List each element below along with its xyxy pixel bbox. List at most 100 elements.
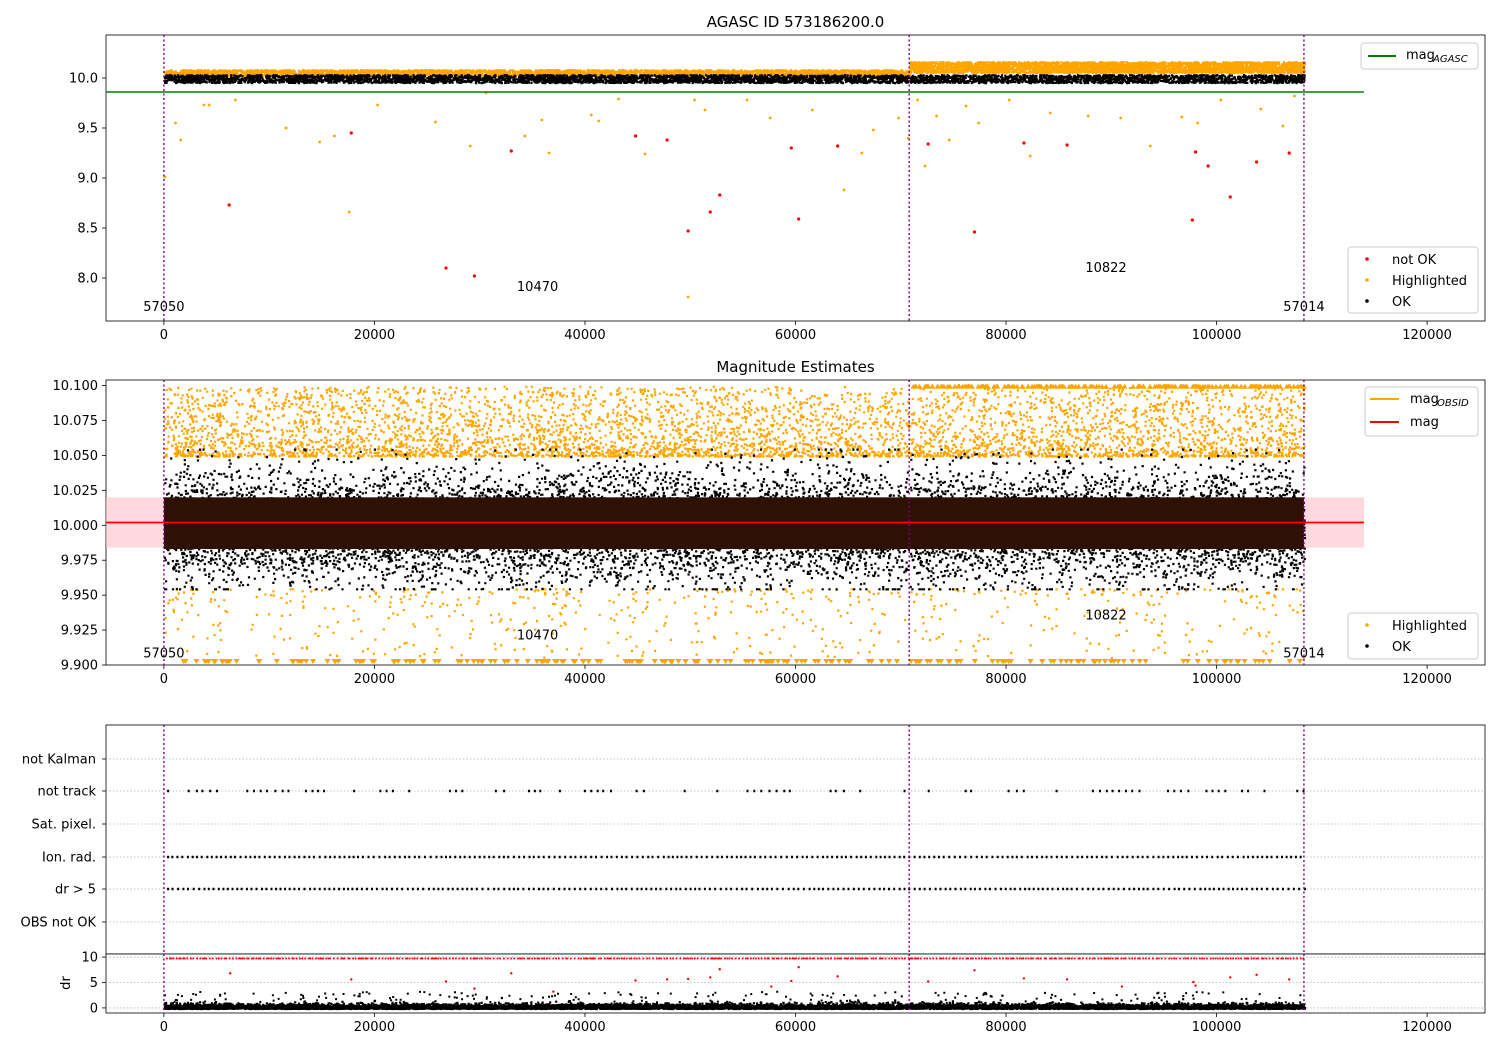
x-tick-label: 120000 <box>1402 1020 1452 1035</box>
highlighted-point <box>234 98 237 102</box>
highlighted-point <box>810 108 814 112</box>
clipped-low-markers <box>180 659 1303 664</box>
legend-label: mag <box>1410 392 1439 407</box>
legend-label-ok: OK <box>1392 295 1411 310</box>
not-ok-point <box>708 210 712 214</box>
not-ok-point <box>1193 150 1198 154</box>
dr-not-ok-point <box>709 976 712 979</box>
x-tick-label: 80000 <box>985 1020 1026 1035</box>
data-layer <box>106 725 1485 954</box>
highlighted-point <box>1293 94 1296 98</box>
y-tick-label: 10.050 <box>53 449 99 464</box>
highlighted-point <box>643 152 647 156</box>
legend-label-highlighted: Highlighted <box>1392 274 1467 289</box>
not-ok-point <box>509 149 513 153</box>
not-ok-point <box>472 274 477 278</box>
not-ok-point <box>1254 160 1259 164</box>
x-tick-label: 60000 <box>775 328 816 343</box>
legend-marker-highlighted <box>1365 623 1369 627</box>
highlighted-point <box>617 97 621 101</box>
highlighted-point <box>333 134 336 138</box>
not-ok-point <box>665 138 669 142</box>
x-tick-label: 20000 <box>354 1020 395 1035</box>
dr-not-ok-point <box>973 969 976 972</box>
y-tick-label: 9.900 <box>61 659 98 674</box>
dr-not-ok-point <box>1120 985 1124 988</box>
not-ok-point <box>789 146 793 150</box>
y-tick-label: 10.075 <box>53 414 99 429</box>
dr-not-ok-point <box>350 978 353 981</box>
y-tick-label: 9.0 <box>77 172 98 187</box>
x-tick-label: 0 <box>160 1020 168 1035</box>
dr-not-ok-point <box>1022 977 1026 980</box>
highlighted-band-points <box>909 61 1306 75</box>
highlighted-point <box>768 116 772 120</box>
obsid-label: 57014 <box>1283 646 1324 661</box>
dr-not-ok-point <box>444 980 448 983</box>
x-tick-label: 80000 <box>985 328 1026 343</box>
highlighted-point <box>523 134 527 138</box>
highlighted-point <box>923 164 927 168</box>
highlighted-point <box>1196 121 1200 125</box>
dr-not-ok-point <box>1065 978 1069 981</box>
x-tick-label: 120000 <box>1402 672 1452 687</box>
x-tick-label: 20000 <box>354 328 395 343</box>
highlighted-point <box>1086 114 1090 118</box>
flag-points-ion-rad- <box>167 855 1302 859</box>
highlighted-point <box>468 144 472 148</box>
not-ok-point <box>972 230 977 234</box>
dr-not-ok-point <box>770 985 773 988</box>
highlighted-point <box>745 98 749 102</box>
legend-marker-not-ok <box>1365 257 1369 261</box>
dr-panel: 0 20000 40000 60000 80000 100000 120000 0 5 10 dr <box>59 951 1486 1035</box>
highlighted-point <box>1219 98 1223 102</box>
flags-panel: not Kalman not track Sat. pixel. Ion. rad. d… <box>21 724 1486 955</box>
panel-frame <box>105 724 1486 955</box>
highlighted-point <box>284 126 288 130</box>
legend-label-not-ok: not OK <box>1392 253 1437 268</box>
legend-mag: mag OBSID mag <box>1364 386 1479 437</box>
not-ok-point <box>1065 143 1069 147</box>
flag-points-dr-5 <box>167 887 1306 891</box>
highlighted-point <box>174 121 177 125</box>
not-ok-point <box>718 193 722 197</box>
dr-not-ok-point <box>473 987 476 990</box>
highlighted-point <box>916 98 920 102</box>
data-layer: 57050 10470 10822 57014 <box>106 35 1364 321</box>
obsid-label: 10822 <box>1085 261 1126 276</box>
legend-status: not OK Highlighted OK <box>1347 246 1479 314</box>
highlighted-point <box>1281 124 1285 128</box>
obsid-label: 10470 <box>517 628 558 643</box>
flag-category-label: OBS not OK <box>21 916 97 931</box>
axes-layer: 0 20000 40000 60000 80000 100000 120000 8.0 8.5 9… <box>69 72 1452 344</box>
highlighted-point <box>703 108 707 112</box>
y-tick-label: 10 <box>81 951 98 966</box>
flag-category-label: not track <box>37 785 96 800</box>
highlighted-point <box>860 151 864 155</box>
clipped-high-markers <box>910 383 1307 389</box>
highlighted-point <box>179 138 183 142</box>
y-tick-label: 10.000 <box>53 519 99 534</box>
highlighted-point <box>547 151 551 155</box>
legend-label-ok: OK <box>1392 640 1411 655</box>
ok-points <box>163 448 1307 591</box>
y-tick-label: 0 <box>90 1001 98 1016</box>
highlighted-point <box>1148 144 1152 148</box>
dr-not-ok-point <box>1229 976 1232 979</box>
flag-category-label: Ion. rad. <box>42 851 96 866</box>
dr-not-ok-point <box>510 972 513 975</box>
highlighted-point <box>977 121 981 125</box>
x-tick-label: 0 <box>160 328 168 343</box>
highlighted-point <box>1119 116 1123 120</box>
dr-not-ok-point <box>665 978 669 981</box>
highlighted-point <box>897 116 901 120</box>
y-tick-label: 8.0 <box>77 272 98 287</box>
dr-not-ok-point <box>836 975 839 978</box>
x-tick-label: 40000 <box>564 1020 605 1035</box>
x-tick-label: 100000 <box>1192 672 1242 687</box>
highlighted-point <box>947 138 951 142</box>
axes-layer: 0 20000 40000 60000 80000 100000 120000 9.900 9.… <box>53 379 1452 687</box>
not-ok-point <box>1190 218 1194 222</box>
legend-marker-highlighted <box>1365 278 1369 282</box>
